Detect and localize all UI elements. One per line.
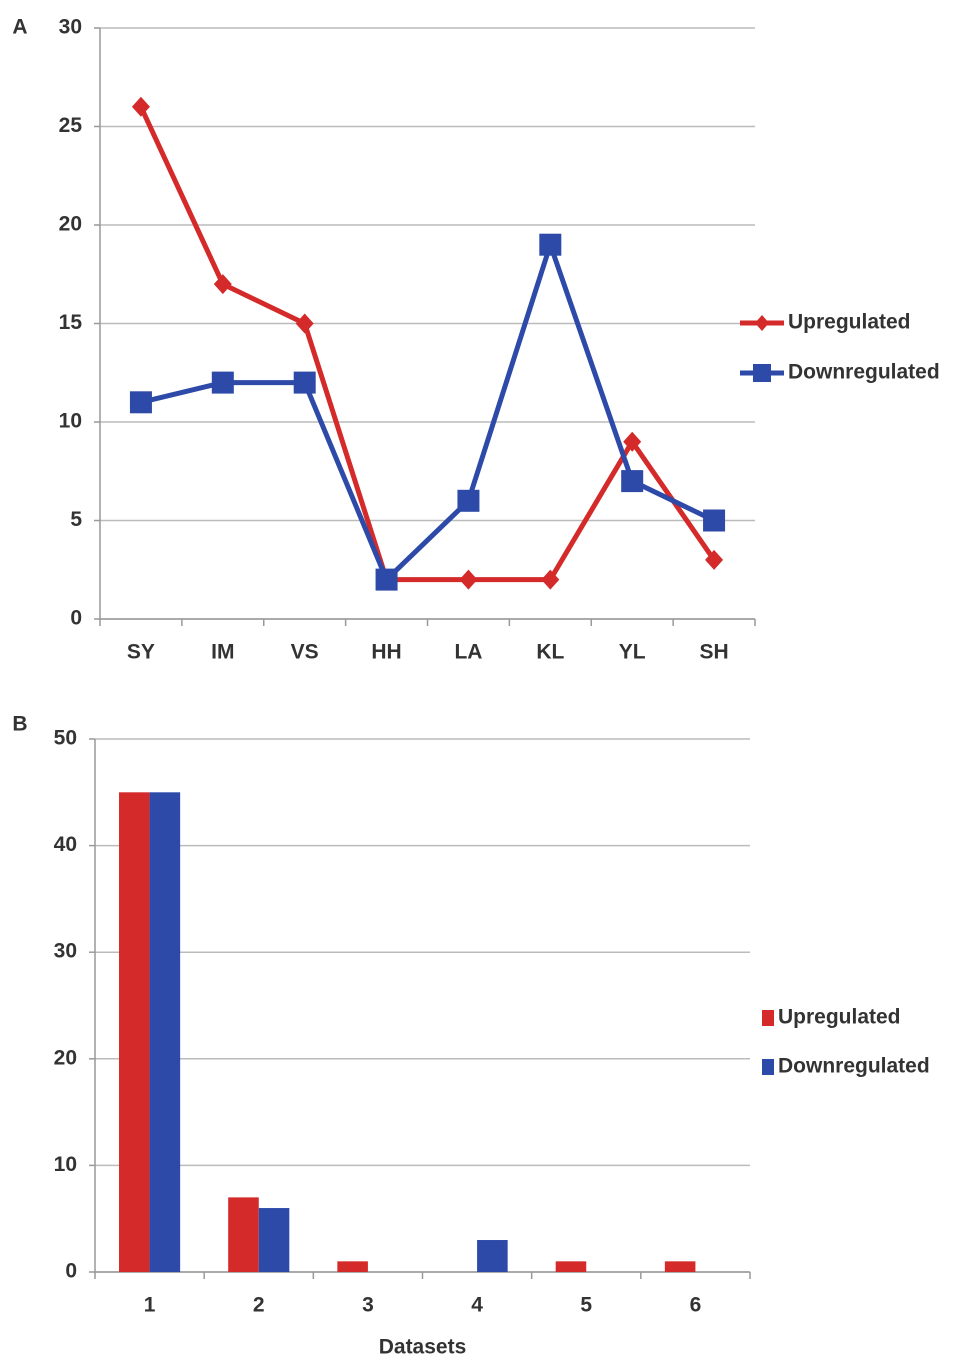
- marker: [621, 470, 644, 493]
- bar: [119, 792, 150, 1272]
- x-tick-label: KL: [536, 641, 564, 664]
- y-tick-label: 40: [54, 833, 77, 856]
- x-tick-label: LA: [454, 641, 482, 664]
- x-tick-label: SY: [127, 641, 155, 664]
- x-tick-label: 1: [144, 1294, 156, 1317]
- marker: [211, 371, 234, 394]
- series-line: [140, 242, 716, 583]
- marker: [129, 391, 152, 414]
- x-axis-label: Datasets: [379, 1336, 467, 1359]
- x-tick-label: YL: [619, 641, 646, 664]
- x-tick-label: 2: [253, 1294, 265, 1317]
- x-tick-label: VS: [291, 641, 319, 664]
- y-tick-label: 20: [59, 213, 82, 236]
- bar: [228, 1197, 259, 1272]
- legend-swatch: [762, 1010, 774, 1026]
- x-tick-label: 6: [690, 1294, 702, 1317]
- y-tick-label: 0: [65, 1260, 77, 1283]
- legend-label: Upregulated: [778, 1006, 901, 1029]
- marker: [213, 274, 232, 295]
- y-tick-label: 50: [54, 727, 77, 750]
- bar: [555, 1261, 587, 1272]
- marker: [459, 569, 478, 590]
- marker: [705, 549, 724, 570]
- x-tick-label: SH: [699, 641, 728, 664]
- legend-label: Downregulated: [788, 361, 940, 384]
- marker: [293, 371, 316, 394]
- marker: [375, 568, 398, 591]
- y-tick-label: 5: [70, 508, 82, 531]
- bar: [664, 1261, 696, 1272]
- y-tick-label: 10: [59, 410, 82, 433]
- series-line: [138, 105, 717, 583]
- legend-swatch: [762, 1059, 774, 1075]
- legend-label: Downregulated: [778, 1055, 930, 1078]
- y-tick-label: 25: [59, 114, 83, 137]
- marker: [457, 489, 480, 512]
- legend-marker: [755, 315, 769, 331]
- marker: [541, 569, 560, 590]
- y-tick-label: 0: [70, 607, 82, 630]
- x-tick-label: 5: [580, 1294, 592, 1317]
- bar: [258, 1208, 290, 1272]
- y-tick-label: 15: [59, 311, 83, 334]
- legend-label: Upregulated: [788, 311, 911, 334]
- panel-label: A: [12, 16, 27, 39]
- y-tick-label: 30: [59, 16, 82, 39]
- y-tick-label: 20: [54, 1046, 77, 1069]
- marker: [295, 313, 314, 334]
- x-tick-label: 3: [362, 1294, 374, 1317]
- bar: [337, 1261, 368, 1272]
- bar: [477, 1240, 508, 1272]
- x-tick-label: HH: [371, 641, 401, 664]
- marker: [703, 509, 726, 532]
- x-tick-label: 4: [471, 1294, 483, 1317]
- y-tick-label: 10: [54, 1153, 77, 1176]
- x-tick-label: IM: [211, 641, 234, 664]
- marker: [131, 96, 150, 117]
- legend-marker: [753, 364, 771, 382]
- bar: [149, 792, 181, 1272]
- marker: [539, 233, 562, 256]
- marker: [623, 431, 642, 452]
- y-tick-label: 30: [54, 940, 77, 963]
- panel-label: B: [12, 713, 27, 736]
